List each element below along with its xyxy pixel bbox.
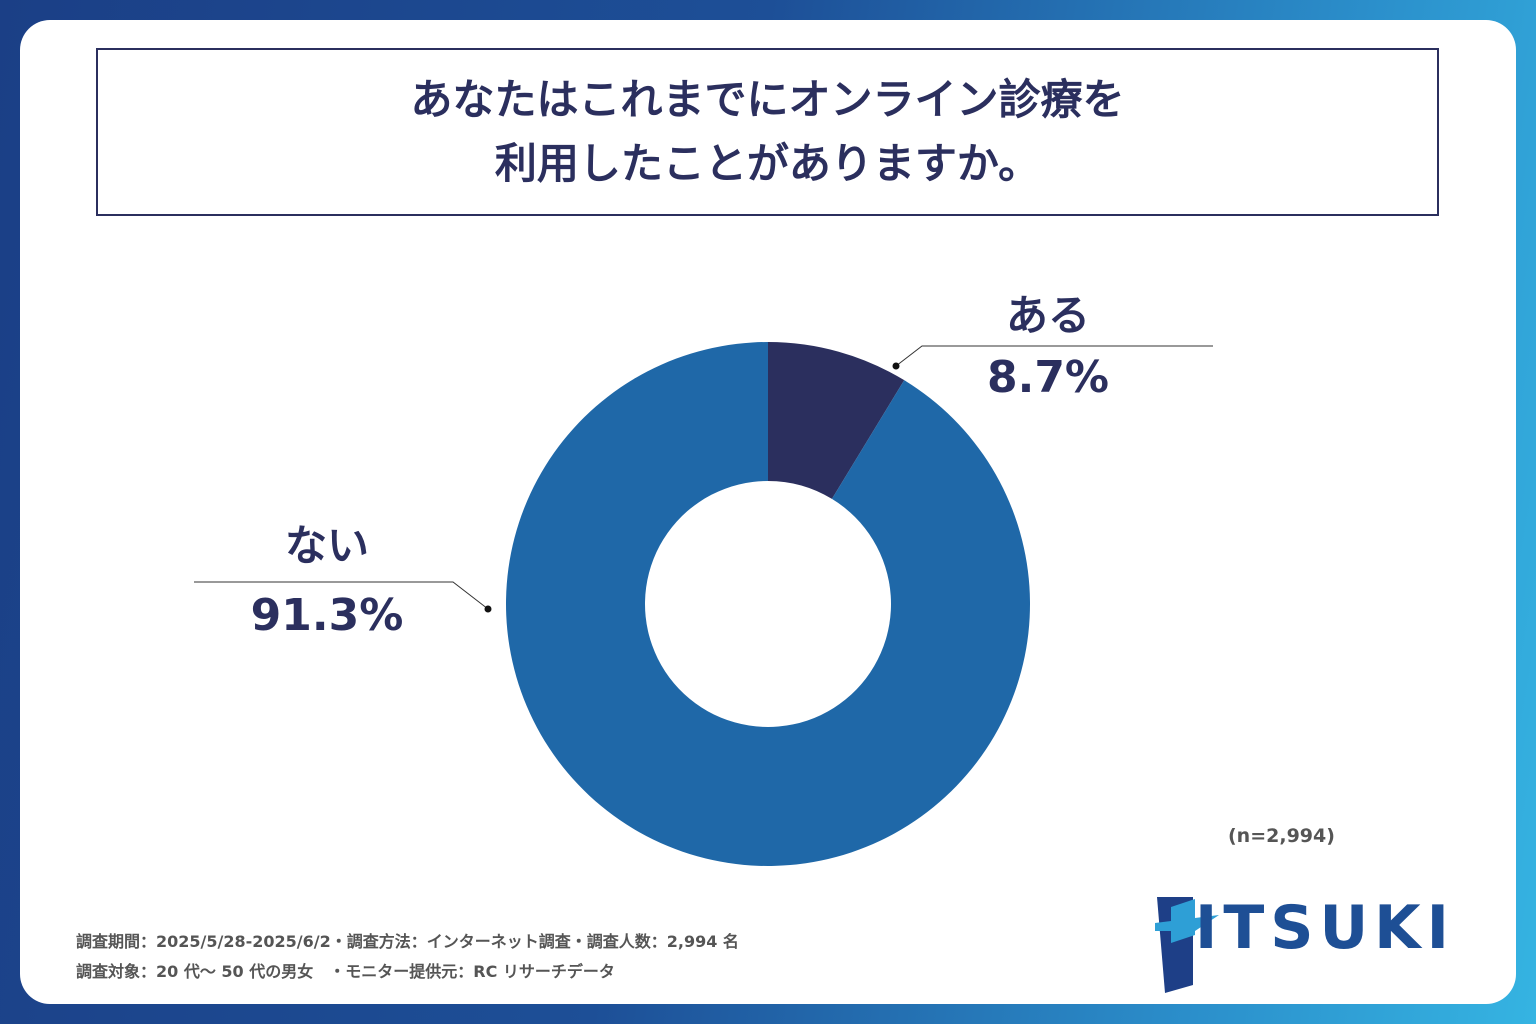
footer-line-2: 調査対象：20 代〜 50 代の男女 ・モニター提供元：RC リサーチデータ	[76, 962, 615, 981]
leader-dot-0	[892, 362, 900, 370]
footer-line-1: 調査期間：2025/5/28-2025/6/2・調査方法：インターネット調査・調…	[76, 932, 739, 951]
leader-dot-1	[484, 605, 492, 613]
label-value-nai: 91.3%	[250, 590, 404, 641]
label-category-aru: ある	[1005, 291, 1090, 340]
leader-line-0	[895, 345, 1213, 367]
leader-line-1	[194, 581, 489, 610]
sample-size: (n=2,994)	[1228, 825, 1335, 847]
logo-text: ITSUKI	[1195, 893, 1456, 963]
chart-title: あなたはこれまでにオンライン診療を 利用したことがありますか。	[96, 48, 1439, 216]
label-category-nai: ない	[284, 521, 369, 570]
donut-slice-0	[768, 342, 905, 499]
title-line-2: 利用したことがありますか。	[494, 139, 1041, 188]
donut-slice-1	[506, 342, 1030, 866]
title-line-1: あなたはこれまでにオンライン診療を	[410, 75, 1125, 124]
label-value-aru: 8.7%	[986, 352, 1110, 403]
itsuki-logo: ITSUKI	[1135, 875, 1449, 993]
logo-mark-icon	[1155, 897, 1219, 993]
